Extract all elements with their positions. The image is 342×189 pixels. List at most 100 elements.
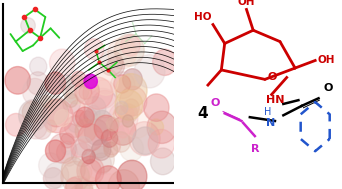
- Text: OH: OH: [238, 0, 255, 7]
- Circle shape: [45, 72, 66, 94]
- Circle shape: [153, 49, 177, 75]
- Circle shape: [88, 88, 118, 122]
- Circle shape: [129, 122, 160, 156]
- Circle shape: [101, 129, 118, 147]
- Circle shape: [75, 119, 96, 142]
- Circle shape: [45, 120, 57, 132]
- Text: O: O: [324, 83, 333, 93]
- Circle shape: [79, 165, 92, 179]
- Circle shape: [100, 50, 123, 76]
- Circle shape: [62, 157, 85, 183]
- Circle shape: [64, 93, 78, 107]
- Circle shape: [115, 90, 143, 120]
- Circle shape: [121, 104, 138, 123]
- Circle shape: [104, 142, 118, 157]
- Circle shape: [63, 75, 89, 104]
- Circle shape: [22, 101, 42, 122]
- Circle shape: [67, 115, 83, 132]
- Circle shape: [147, 111, 177, 143]
- Circle shape: [108, 38, 136, 69]
- Circle shape: [33, 119, 51, 139]
- Circle shape: [144, 94, 169, 121]
- Circle shape: [120, 86, 147, 116]
- Circle shape: [63, 94, 80, 113]
- Circle shape: [124, 109, 150, 138]
- Circle shape: [49, 133, 76, 163]
- Circle shape: [45, 162, 69, 188]
- Circle shape: [134, 55, 165, 88]
- Circle shape: [122, 115, 133, 127]
- Circle shape: [119, 106, 134, 122]
- Circle shape: [91, 80, 117, 108]
- Circle shape: [94, 115, 118, 141]
- Circle shape: [132, 127, 158, 154]
- Circle shape: [5, 113, 27, 136]
- Circle shape: [66, 86, 77, 99]
- Circle shape: [45, 140, 66, 162]
- Circle shape: [44, 100, 69, 127]
- Circle shape: [61, 143, 73, 155]
- Circle shape: [84, 119, 108, 145]
- Circle shape: [150, 148, 175, 175]
- Circle shape: [93, 68, 118, 95]
- Circle shape: [23, 78, 47, 105]
- Circle shape: [108, 102, 138, 135]
- Circle shape: [42, 99, 73, 133]
- Circle shape: [75, 137, 93, 156]
- Circle shape: [55, 110, 70, 127]
- Text: O: O: [268, 72, 277, 81]
- Text: O: O: [210, 98, 220, 108]
- Circle shape: [71, 143, 93, 167]
- Circle shape: [87, 105, 100, 120]
- Circle shape: [43, 168, 63, 189]
- Circle shape: [60, 75, 73, 90]
- Text: HN: HN: [266, 95, 284, 105]
- Circle shape: [107, 57, 124, 76]
- Circle shape: [25, 114, 47, 139]
- Circle shape: [90, 146, 114, 173]
- Circle shape: [115, 34, 144, 66]
- Circle shape: [106, 117, 119, 131]
- Circle shape: [100, 174, 117, 189]
- Circle shape: [116, 101, 128, 115]
- Text: H: H: [264, 107, 272, 117]
- Circle shape: [84, 97, 106, 120]
- Circle shape: [78, 124, 103, 151]
- Circle shape: [92, 114, 113, 138]
- Circle shape: [84, 74, 97, 88]
- Circle shape: [121, 35, 140, 56]
- Circle shape: [68, 184, 96, 189]
- Text: N: N: [266, 118, 275, 128]
- Circle shape: [19, 100, 48, 131]
- Circle shape: [75, 78, 99, 105]
- Circle shape: [81, 176, 97, 189]
- Circle shape: [79, 111, 94, 127]
- Circle shape: [64, 176, 93, 189]
- Text: 4: 4: [198, 106, 208, 121]
- Circle shape: [27, 72, 49, 95]
- Circle shape: [189, 47, 206, 65]
- Circle shape: [115, 106, 127, 119]
- Circle shape: [110, 117, 136, 145]
- Circle shape: [61, 161, 89, 189]
- Circle shape: [75, 178, 90, 189]
- Circle shape: [76, 89, 92, 106]
- Circle shape: [92, 139, 111, 160]
- Circle shape: [60, 123, 79, 144]
- Circle shape: [5, 67, 30, 94]
- Circle shape: [117, 160, 147, 189]
- Circle shape: [120, 136, 143, 161]
- Circle shape: [111, 132, 130, 152]
- Circle shape: [148, 129, 175, 158]
- Circle shape: [110, 72, 135, 98]
- Circle shape: [61, 133, 74, 148]
- Circle shape: [84, 109, 97, 124]
- Circle shape: [70, 100, 85, 116]
- Circle shape: [76, 107, 94, 127]
- Circle shape: [71, 140, 87, 157]
- Circle shape: [76, 180, 93, 189]
- Text: HO: HO: [194, 12, 211, 22]
- Circle shape: [71, 71, 86, 87]
- Circle shape: [30, 57, 47, 76]
- Circle shape: [92, 140, 108, 158]
